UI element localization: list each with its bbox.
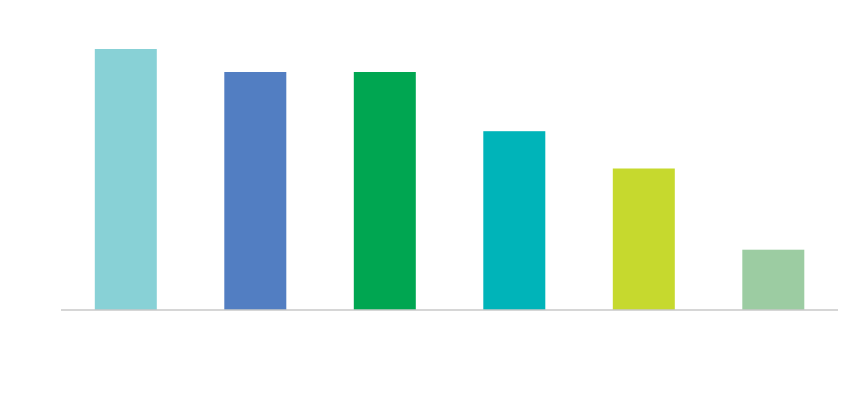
bar-4 xyxy=(483,131,546,310)
bar-2 xyxy=(224,72,287,310)
bar-series xyxy=(94,49,805,310)
bar-3 xyxy=(353,72,416,310)
bar-5 xyxy=(612,168,675,310)
bar-6 xyxy=(742,249,805,310)
bar-1 xyxy=(94,49,157,310)
